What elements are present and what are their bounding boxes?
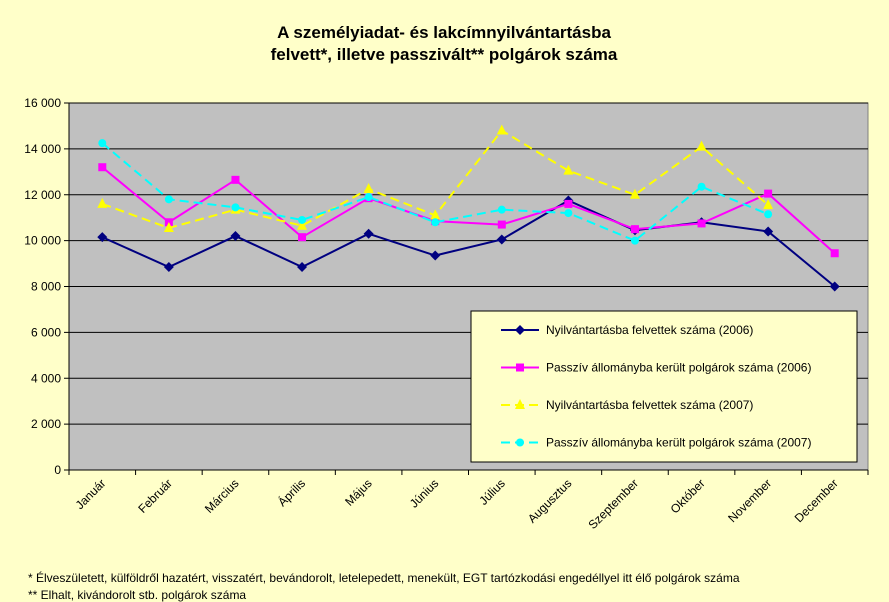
series-1-point-3	[297, 262, 308, 273]
series-2-point-9	[697, 219, 706, 228]
x-tick-label-8: Szeptember	[585, 476, 641, 532]
y-tick-label-4: 8 000	[31, 280, 61, 294]
x-tick-label-10: November	[725, 476, 774, 525]
series-3-point-6	[496, 124, 507, 135]
x-tick-label-6: Július	[476, 476, 508, 508]
series-2-point-10	[764, 189, 773, 198]
series-1-point-5	[430, 250, 441, 261]
x-tick-label-9: Október	[668, 476, 708, 516]
x-tick-label-2: Március	[202, 476, 242, 516]
chart-title-line-2: felvett*, illetve passzivált** polgárok …	[271, 45, 618, 64]
series-3-point-4	[363, 183, 374, 194]
y-tick-label-1: 2 000	[31, 417, 61, 431]
series-3	[97, 124, 774, 233]
series-4	[98, 139, 773, 245]
series-4-point-4	[364, 193, 373, 202]
x-tick-label-1: Február	[135, 476, 175, 516]
series-4-point-7	[564, 209, 573, 218]
series-4-point-0	[98, 139, 107, 148]
y-tick-label-7: 14 000	[24, 142, 61, 156]
series-2-point-2	[231, 175, 240, 184]
x-tick-label-4: Május	[342, 476, 375, 509]
series-1-point-1	[163, 262, 174, 273]
chart-title-line-1: A személyiadat- és lakcímnyilvántartásba	[277, 23, 611, 42]
legend-swatch-marker-1	[515, 325, 525, 335]
legend-box	[470, 310, 858, 463]
footnote-1: * Élveszületett, külföldről hazatért, vi…	[28, 571, 740, 585]
series-4-point-6	[497, 205, 506, 214]
y-axis: 0 2 000 4 000 6 000 8 000 10 000 12 000 14 000 1…	[24, 96, 70, 477]
series-lines	[97, 124, 840, 292]
series-3-point-10	[763, 199, 774, 210]
series-2-point-0	[98, 163, 107, 172]
series-1-point-4	[363, 228, 374, 239]
series-3-point-0	[97, 197, 108, 208]
legend-label-3: Nyilvántartásba felvettek száma (2007)	[546, 398, 753, 412]
series-2-point-8	[630, 225, 639, 234]
series-4-point-5	[431, 218, 440, 227]
series-1-point-6	[496, 234, 507, 245]
x-tick-label-11: December	[792, 476, 841, 525]
x-tick-label-5: Június	[407, 476, 441, 510]
series-3-point-9	[696, 140, 707, 151]
series-2-point-7	[564, 199, 573, 208]
legend-swatch-marker-2	[516, 363, 524, 372]
y-tick-label-5: 10 000	[24, 234, 61, 248]
series-3-point-7	[563, 164, 574, 175]
y-tick-label-8: 16 000	[24, 96, 61, 110]
x-axis: Január Február Március Április Május Június Jú…	[68, 469, 869, 532]
series-4-point-3	[298, 215, 307, 224]
footnote-2: ** Elhalt, kivándorolt stb. polgárok szá…	[28, 588, 247, 602]
series-1-point-0	[97, 232, 108, 243]
y-tick-label-3: 6 000	[31, 325, 61, 339]
series-4-point-8	[630, 236, 639, 245]
legend-label-2: Passzív állományba került polgárok száma…	[546, 361, 811, 375]
series-3-point-5	[430, 209, 441, 220]
legend: Nyilvántartásba felvettek száma (2006) Pa…	[470, 310, 858, 463]
x-tick-label-7: Augusztus	[525, 476, 575, 526]
y-tick-label-2: 4 000	[31, 371, 61, 385]
legend-swatch-marker-4	[516, 438, 524, 447]
series-1-point-10	[763, 226, 774, 237]
series-3-point-1	[163, 222, 174, 233]
legend-item-4: Passzív állományba került polgárok száma…	[501, 436, 811, 450]
series-4-line	[101, 142, 769, 242]
series-1-point-2	[230, 231, 241, 242]
series-1-line	[101, 199, 836, 288]
series-4-point-9	[697, 182, 706, 191]
series-4-point-2	[231, 203, 240, 212]
series-2-point-11	[830, 249, 839, 258]
legend-label-4: Passzív állományba került polgárok száma…	[546, 436, 811, 450]
legend-item-1: Nyilvántartásba felvettek száma (2006)	[501, 323, 753, 337]
chart-title: A személyiadat- és lakcímnyilvántartásba…	[271, 23, 618, 64]
legend-swatch-marker-3	[515, 399, 525, 409]
legend-item-2: Passzív állományba került polgárok száma…	[501, 361, 811, 375]
series-1-point-11	[829, 281, 840, 292]
x-tick-label-3: Április	[274, 476, 308, 510]
series-4-point-10	[764, 210, 773, 219]
legend-label-1: Nyilvántartásba felvettek száma (2006)	[546, 323, 753, 337]
series-4-point-1	[164, 195, 173, 204]
series-2-line	[101, 166, 836, 254]
y-tick-label-0: 0	[54, 463, 61, 477]
series-2-point-3	[298, 233, 307, 242]
series-3-point-3	[297, 219, 308, 230]
x-tick-label-0: Január	[73, 476, 109, 512]
legend-item-3: Nyilvántartásba felvettek száma (2007)	[501, 398, 753, 412]
series-3-point-8	[629, 188, 640, 199]
y-tick-label-6: 12 000	[24, 188, 61, 202]
series-2-point-6	[497, 220, 506, 229]
